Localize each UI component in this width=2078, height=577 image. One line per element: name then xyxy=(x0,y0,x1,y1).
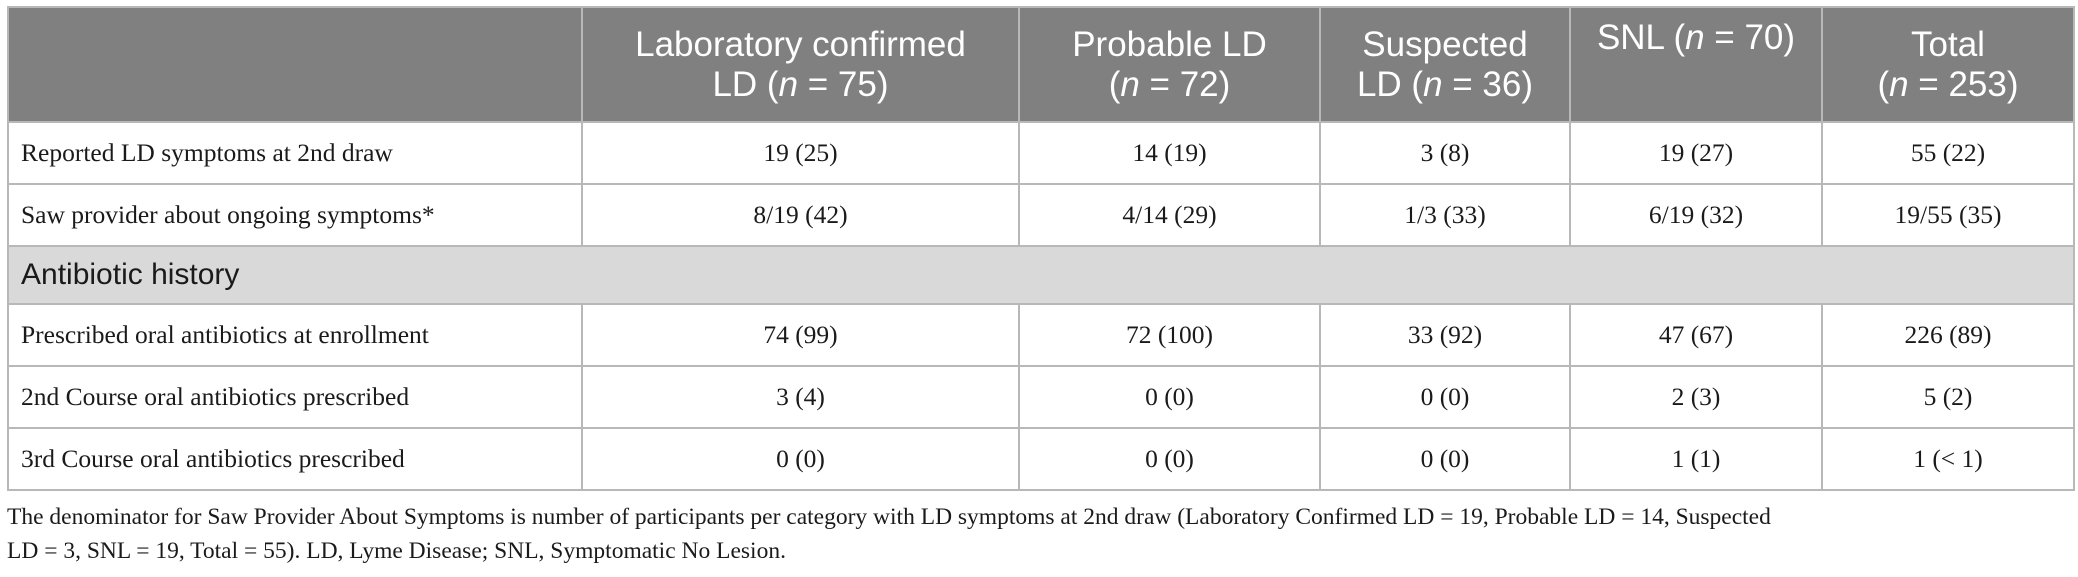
table-row: Saw provider about ongoing symptoms* 8/1… xyxy=(7,183,2075,247)
header-text: = 72) xyxy=(1139,64,1231,104)
table-cell: 1 (< 1) xyxy=(1821,427,2075,491)
table-cell: 14 (19) xyxy=(1018,121,1321,185)
header-text: Probable LD xyxy=(1072,24,1267,64)
header-suspected-ld: Suspected LD (n = 36) xyxy=(1319,6,1571,123)
table-cell: 19/55 (35) xyxy=(1821,183,2075,247)
table-footnote: The denominator for Saw Provider About S… xyxy=(7,500,2077,568)
header-n-italic: n xyxy=(1120,64,1140,104)
table-cell: 5 (2) xyxy=(1821,365,2075,429)
header-n-italic: n xyxy=(778,64,799,104)
header-text: ( xyxy=(1877,64,1890,104)
row-label: Saw provider about ongoing symptoms* xyxy=(7,183,583,247)
header-n-italic: n xyxy=(1889,64,1909,104)
table-cell: 47 (67) xyxy=(1569,303,1823,367)
header-text: SNL ( xyxy=(1596,18,1686,57)
header-text: = 36) xyxy=(1442,64,1534,104)
table-cell: 19 (25) xyxy=(581,121,1020,185)
table-cell: 0 (0) xyxy=(581,427,1020,491)
row-label: 3rd Course oral antibiotics prescribed xyxy=(7,427,583,491)
table-cell: 3 (8) xyxy=(1319,121,1571,185)
header-n-italic: n xyxy=(1685,18,1705,57)
header-row: Laboratory confirmed LD (n = 75) Probabl… xyxy=(7,6,2075,123)
results-table: Laboratory confirmed LD (n = 75) Probabl… xyxy=(7,6,2075,491)
header-n-italic: n xyxy=(1423,64,1443,104)
table-row: Reported LD symptoms at 2nd draw 19 (25)… xyxy=(7,121,2075,185)
table-cell: 0 (0) xyxy=(1319,427,1571,491)
header-empty-cell xyxy=(7,6,583,123)
header-probable-ld: Probable LD (n = 72) xyxy=(1018,6,1321,123)
row-label: 2nd Course oral antibiotics prescribed xyxy=(7,365,583,429)
row-label: Reported LD symptoms at 2nd draw xyxy=(7,121,583,185)
section-row: Antibiotic history xyxy=(7,245,2075,305)
header-text: LD ( xyxy=(712,64,779,104)
footnote-line: The denominator for Saw Provider About S… xyxy=(7,504,1771,530)
table-cell: 55 (22) xyxy=(1821,121,2075,185)
header-text: Total xyxy=(1911,24,1985,64)
header-laboratory-confirmed: Laboratory confirmed LD (n = 75) xyxy=(581,6,1020,123)
table-cell: 3 (4) xyxy=(581,365,1020,429)
table-cell: 2 (3) xyxy=(1569,365,1823,429)
table-cell: 74 (99) xyxy=(581,303,1020,367)
table-cell: 8/19 (42) xyxy=(581,183,1020,247)
header-text: Suspected xyxy=(1362,24,1528,64)
header-text: = 253) xyxy=(1908,64,2019,104)
table-row: 2nd Course oral antibiotics prescribed 3… xyxy=(7,365,2075,429)
section-heading: Antibiotic history xyxy=(7,245,2075,305)
table-cell: 19 (27) xyxy=(1569,121,1823,185)
table-cell: 72 (100) xyxy=(1018,303,1321,367)
footnote-line: LD = 3, SNL = 19, Total = 55). LD, Lyme … xyxy=(7,538,786,564)
table-cell: 6/19 (32) xyxy=(1569,183,1823,247)
header-text: = 75) xyxy=(798,64,889,104)
table-cell: 1 (1) xyxy=(1569,427,1823,491)
results-table-container: Laboratory confirmed LD (n = 75) Probabl… xyxy=(7,6,2075,491)
table-cell: 0 (0) xyxy=(1319,365,1571,429)
table-row: Prescribed oral antibiotics at enrollmen… xyxy=(7,303,2075,367)
header-total: Total (n = 253) xyxy=(1821,6,2075,123)
table-cell: 4/14 (29) xyxy=(1018,183,1321,247)
table-cell: 226 (89) xyxy=(1821,303,2075,367)
table-cell: 33 (92) xyxy=(1319,303,1571,367)
header-snl: SNL (n = 70) xyxy=(1569,6,1823,123)
table-cell: 0 (0) xyxy=(1018,365,1321,429)
header-text: Laboratory confirmed xyxy=(635,24,966,64)
header-text: LD ( xyxy=(1356,64,1424,104)
table-row: 3rd Course oral antibiotics prescribed 0… xyxy=(7,427,2075,491)
header-text: ( xyxy=(1108,64,1121,104)
row-label: Prescribed oral antibiotics at enrollmen… xyxy=(7,303,583,367)
table-cell: 1/3 (33) xyxy=(1319,183,1571,247)
table-cell: 0 (0) xyxy=(1018,427,1321,491)
header-text: = 70) xyxy=(1704,18,1796,57)
